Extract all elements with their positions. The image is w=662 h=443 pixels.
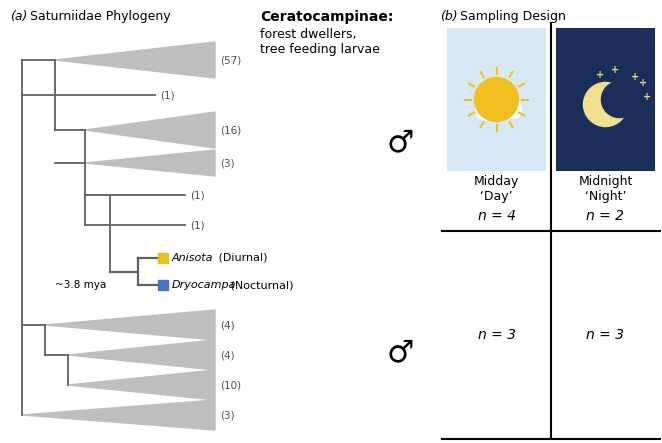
Text: n = 2: n = 2 xyxy=(587,209,624,223)
Text: (10): (10) xyxy=(220,380,241,390)
Polygon shape xyxy=(22,400,215,430)
Text: ‘Day’: ‘Day’ xyxy=(480,190,513,202)
Text: (a): (a) xyxy=(10,10,27,23)
Text: Midnight: Midnight xyxy=(579,175,633,187)
Text: (4): (4) xyxy=(220,350,234,360)
Text: (Nocturnal): (Nocturnal) xyxy=(227,280,293,290)
Text: (3): (3) xyxy=(220,158,234,168)
Text: (4): (4) xyxy=(220,320,234,330)
Text: n = 3: n = 3 xyxy=(587,328,624,342)
Circle shape xyxy=(491,97,510,116)
Polygon shape xyxy=(45,310,215,340)
Polygon shape xyxy=(85,112,215,148)
Circle shape xyxy=(504,101,522,118)
Text: ‘Night’: ‘Night’ xyxy=(585,190,626,202)
Text: forest dwellers,: forest dwellers, xyxy=(260,28,357,41)
Circle shape xyxy=(475,98,498,120)
Polygon shape xyxy=(68,370,215,400)
Text: (b): (b) xyxy=(440,10,457,23)
Text: Sampling Design: Sampling Design xyxy=(460,10,566,23)
Text: Midday: Midday xyxy=(474,175,519,187)
Text: +: + xyxy=(596,70,604,79)
Text: ♂: ♂ xyxy=(387,338,414,368)
Circle shape xyxy=(583,82,628,127)
Text: +: + xyxy=(612,65,620,74)
Text: Anisota: Anisota xyxy=(172,253,214,263)
Text: tree feeding larvae: tree feeding larvae xyxy=(260,43,380,56)
Polygon shape xyxy=(55,42,215,78)
Text: ~3.8 mya: ~3.8 mya xyxy=(55,280,106,290)
Polygon shape xyxy=(68,340,215,370)
Circle shape xyxy=(602,82,638,117)
Text: (3): (3) xyxy=(220,410,234,420)
Text: (16): (16) xyxy=(220,125,241,135)
Text: (1): (1) xyxy=(190,220,205,230)
Text: (1): (1) xyxy=(190,190,205,200)
Text: (1): (1) xyxy=(160,90,175,100)
Text: Dryocampa: Dryocampa xyxy=(172,280,236,290)
Text: +: + xyxy=(643,92,651,101)
Bar xyxy=(158,280,168,290)
Text: (57): (57) xyxy=(220,55,241,65)
Text: ♂: ♂ xyxy=(387,128,414,158)
Text: n = 4: n = 4 xyxy=(477,209,516,223)
Text: Ceratocampinae:: Ceratocampinae: xyxy=(260,10,393,24)
Bar xyxy=(158,253,168,263)
Text: Saturniidae Phylogeny: Saturniidae Phylogeny xyxy=(30,10,171,23)
Text: +: + xyxy=(639,78,647,88)
Circle shape xyxy=(475,78,518,121)
Polygon shape xyxy=(85,150,215,176)
Text: (Diurnal): (Diurnal) xyxy=(215,253,267,263)
Text: n = 3: n = 3 xyxy=(477,328,516,342)
Text: +: + xyxy=(632,71,639,82)
Bar xyxy=(447,28,546,171)
Bar xyxy=(556,28,655,171)
